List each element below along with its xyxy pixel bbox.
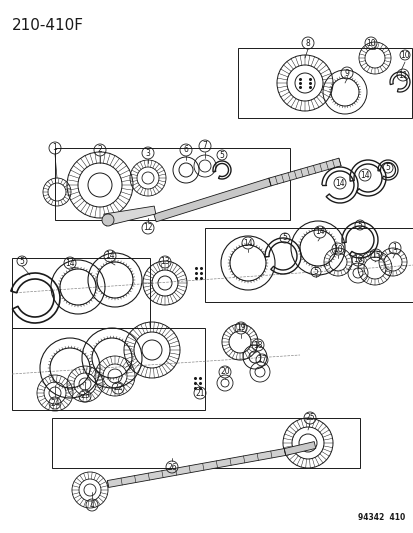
Text: 94342  410: 94342 410 [357,513,404,522]
Polygon shape [104,206,155,226]
Text: 5: 5 [357,221,361,230]
Text: 9: 9 [344,69,349,77]
Text: 10: 10 [399,51,409,60]
Text: 26: 26 [167,463,176,472]
Text: 6: 6 [183,146,188,155]
Circle shape [102,214,114,226]
Polygon shape [107,449,285,488]
Text: 10: 10 [332,245,342,254]
Polygon shape [268,158,340,186]
Text: 17: 17 [256,356,266,365]
Text: 16: 16 [352,255,362,264]
Text: 3: 3 [145,149,150,157]
Text: 7: 7 [202,141,207,150]
Text: 1: 1 [52,143,57,152]
Text: 14: 14 [359,171,369,180]
Text: 19: 19 [236,324,245,333]
Text: 8: 8 [305,38,310,47]
Polygon shape [154,178,271,222]
Text: 15: 15 [370,251,380,260]
Text: 11: 11 [397,70,407,79]
Text: 24: 24 [50,399,59,408]
Text: 5: 5 [219,150,224,159]
Text: 13: 13 [160,257,169,266]
Text: 14: 14 [242,238,252,247]
Text: 210-410F: 210-410F [12,18,84,33]
Text: 22: 22 [113,384,122,392]
Text: 25: 25 [304,414,314,423]
Text: 5: 5 [385,164,389,173]
Text: 5: 5 [282,233,287,243]
Polygon shape [283,442,315,455]
Text: 12: 12 [143,223,152,232]
Text: 14: 14 [65,259,75,268]
Text: 5: 5 [19,256,24,265]
Text: 20: 20 [220,367,229,376]
Text: 18: 18 [253,341,262,350]
Text: 5: 5 [313,268,318,277]
Text: 14: 14 [105,252,114,261]
Text: 14: 14 [314,228,324,237]
Text: 21: 21 [195,389,204,398]
Text: 1: 1 [392,244,396,253]
Text: 2: 2 [97,146,102,155]
Text: 23: 23 [80,392,90,400]
Text: 10: 10 [366,38,375,47]
Text: 4: 4 [89,500,94,510]
Text: 14: 14 [335,179,344,188]
